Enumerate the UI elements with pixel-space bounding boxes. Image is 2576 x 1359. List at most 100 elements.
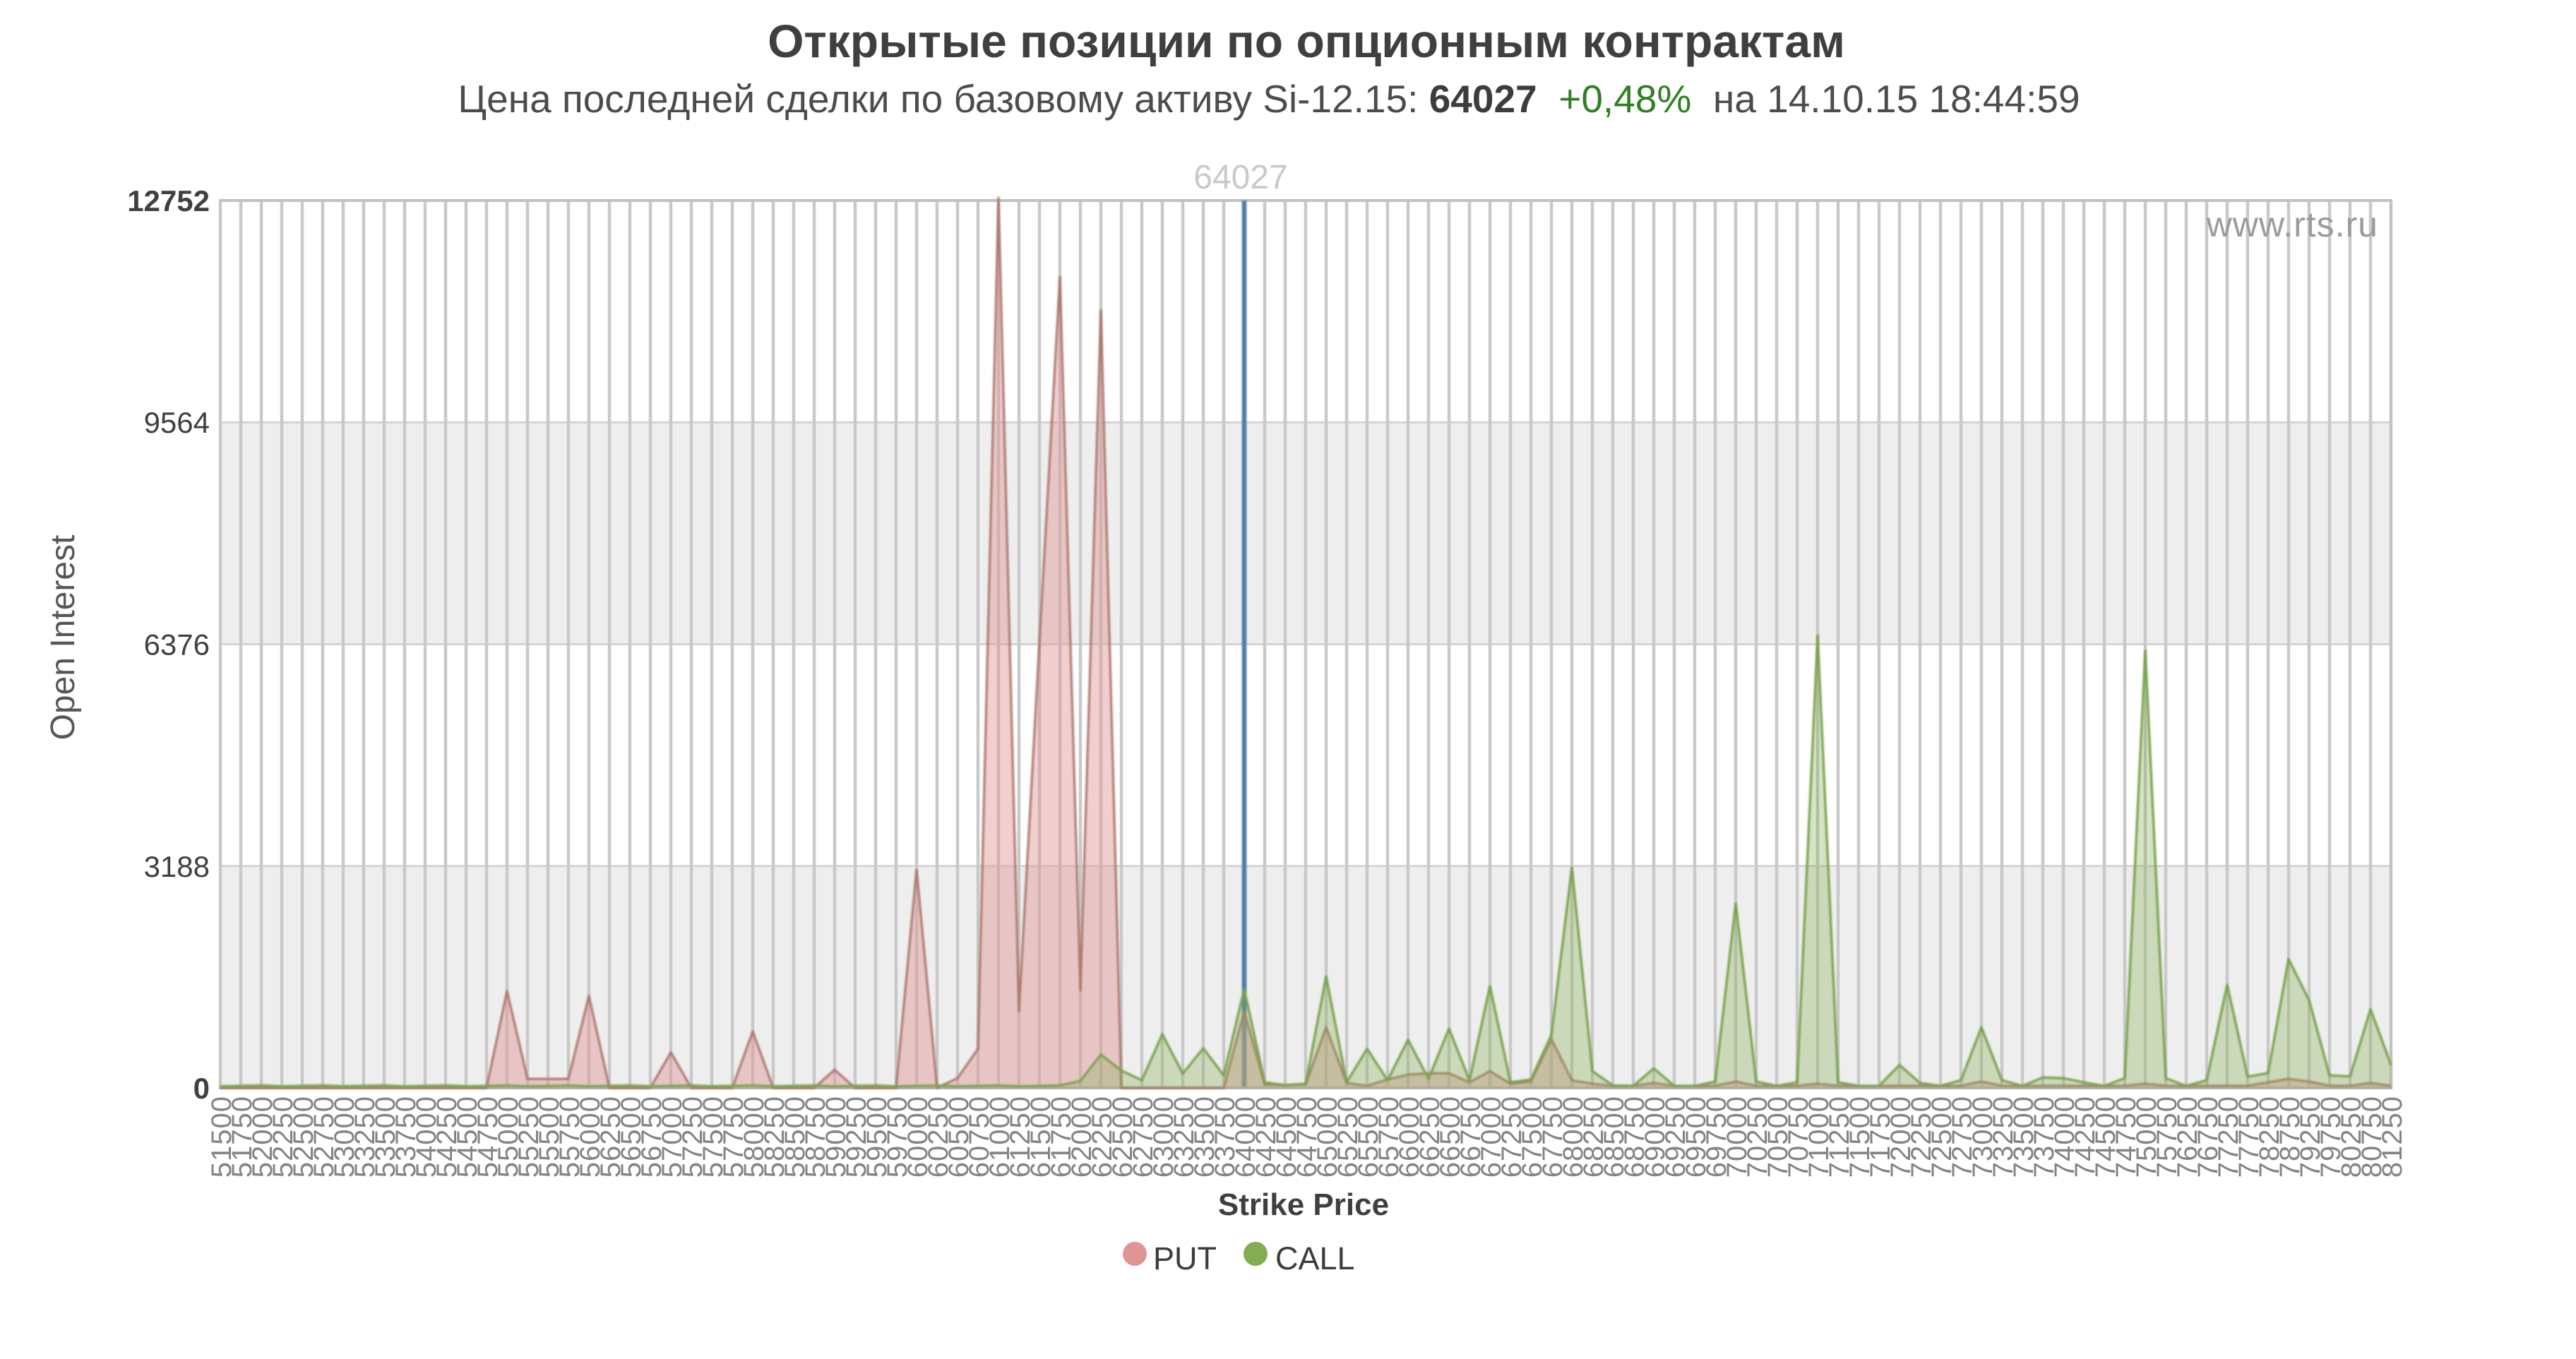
svg-text:58000: 58000	[739, 1096, 770, 1178]
svg-text:68750: 68750	[1619, 1096, 1650, 1178]
svg-text:3188: 3188	[144, 850, 210, 883]
svg-text:55000: 55000	[493, 1096, 524, 1178]
svg-text:52500: 52500	[288, 1096, 319, 1178]
svg-text:74500: 74500	[2090, 1096, 2121, 1178]
svg-text:0: 0	[193, 1072, 210, 1105]
svg-text:58500: 58500	[780, 1096, 811, 1178]
svg-text:77250: 77250	[2213, 1096, 2244, 1178]
svg-text:60250: 60250	[923, 1096, 954, 1178]
svg-text:12752: 12752	[127, 184, 210, 217]
svg-text:78750: 78750	[2274, 1096, 2306, 1178]
svg-text:CALL: CALL	[1275, 1240, 1355, 1276]
svg-text:56500: 56500	[616, 1096, 647, 1178]
svg-text:71250: 71250	[1824, 1096, 1855, 1178]
svg-text:53750: 53750	[390, 1096, 422, 1178]
svg-text:61000: 61000	[984, 1096, 1015, 1178]
svg-text:60750: 60750	[964, 1096, 995, 1178]
svg-text:71750: 71750	[1865, 1096, 1896, 1178]
svg-text:73000: 73000	[1967, 1096, 1998, 1178]
svg-text:57500: 57500	[698, 1096, 729, 1178]
svg-text:57250: 57250	[677, 1096, 708, 1178]
svg-text:64750: 64750	[1292, 1096, 1323, 1178]
svg-text:63750: 63750	[1210, 1096, 1241, 1178]
svg-text:www.rts.ru: www.rts.ru	[2206, 205, 2378, 244]
svg-text:79750: 79750	[2315, 1096, 2347, 1178]
svg-text:65500: 65500	[1353, 1096, 1384, 1178]
svg-text:52250: 52250	[268, 1096, 299, 1178]
svg-text:64500: 64500	[1271, 1096, 1302, 1178]
svg-text:56250: 56250	[595, 1096, 626, 1178]
svg-text:59500: 59500	[861, 1096, 893, 1178]
svg-text:65000: 65000	[1312, 1096, 1343, 1178]
svg-text:59000: 59000	[821, 1096, 852, 1178]
svg-text:81250: 81250	[2377, 1096, 2408, 1178]
svg-text:67000: 67000	[1476, 1096, 1507, 1178]
svg-text:71000: 71000	[1803, 1096, 1835, 1178]
svg-text:53000: 53000	[329, 1096, 360, 1178]
svg-text:65750: 65750	[1373, 1096, 1405, 1178]
svg-text:62750: 62750	[1128, 1096, 1159, 1178]
svg-text:54500: 54500	[452, 1096, 483, 1178]
svg-text:64027: 64027	[1193, 159, 1287, 196]
svg-text:80250: 80250	[2336, 1096, 2367, 1178]
svg-text:56750: 56750	[636, 1096, 667, 1178]
svg-text:74000: 74000	[2049, 1096, 2080, 1178]
svg-text:53250: 53250	[350, 1096, 381, 1178]
svg-text:62000: 62000	[1066, 1096, 1097, 1178]
svg-text:57000: 57000	[657, 1096, 688, 1178]
svg-text:76250: 76250	[2172, 1096, 2203, 1178]
svg-text:56000: 56000	[575, 1096, 606, 1178]
svg-text:62250: 62250	[1087, 1096, 1118, 1178]
svg-text:55500: 55500	[534, 1096, 565, 1178]
svg-text:69750: 69750	[1701, 1096, 1732, 1178]
svg-text:Strike Price: Strike Price	[1218, 1187, 1389, 1222]
svg-text:72750: 72750	[1947, 1096, 1978, 1178]
svg-text:67750: 67750	[1537, 1096, 1568, 1178]
svg-text:69000: 69000	[1640, 1096, 1671, 1178]
svg-text:66250: 66250	[1414, 1096, 1445, 1178]
svg-text:72250: 72250	[1906, 1096, 1937, 1178]
svg-text:74250: 74250	[2070, 1096, 2101, 1178]
svg-text:61750: 61750	[1046, 1096, 1077, 1178]
svg-text:54250: 54250	[431, 1096, 463, 1178]
svg-text:73250: 73250	[1988, 1096, 2019, 1178]
svg-text:51750: 51750	[227, 1096, 258, 1178]
svg-text:60000: 60000	[902, 1096, 934, 1178]
svg-text:72000: 72000	[1885, 1096, 1916, 1178]
svg-text:61500: 61500	[1025, 1096, 1056, 1178]
svg-text:67500: 67500	[1517, 1096, 1548, 1178]
svg-text:57750: 57750	[718, 1096, 749, 1178]
svg-text:78250: 78250	[2254, 1096, 2285, 1178]
svg-text:77750: 77750	[2234, 1096, 2265, 1178]
svg-text:Open Interest: Open Interest	[44, 535, 82, 741]
svg-text:63500: 63500	[1189, 1096, 1220, 1178]
svg-text:58250: 58250	[759, 1096, 790, 1178]
svg-text:68500: 68500	[1599, 1096, 1630, 1178]
svg-text:62500: 62500	[1107, 1096, 1138, 1178]
svg-text:60500: 60500	[943, 1096, 974, 1178]
svg-text:59750: 59750	[882, 1096, 913, 1178]
svg-text:52000: 52000	[247, 1096, 278, 1178]
svg-text:67250: 67250	[1496, 1096, 1527, 1178]
svg-text:79250: 79250	[2295, 1096, 2326, 1178]
svg-text:66750: 66750	[1455, 1096, 1486, 1178]
svg-text:58750: 58750	[800, 1096, 831, 1178]
svg-text:55750: 55750	[554, 1096, 585, 1178]
svg-text:68000: 68000	[1558, 1096, 1589, 1178]
svg-text:72500: 72500	[1926, 1096, 1957, 1178]
svg-text:68250: 68250	[1578, 1096, 1609, 1178]
svg-text:65250: 65250	[1332, 1096, 1364, 1178]
svg-text:59250: 59250	[841, 1096, 872, 1178]
svg-text:PUT: PUT	[1153, 1240, 1217, 1276]
svg-text:52750: 52750	[309, 1096, 340, 1178]
svg-text:70000: 70000	[1722, 1096, 1753, 1178]
svg-text:80750: 80750	[2356, 1096, 2387, 1178]
svg-text:74750: 74750	[2111, 1096, 2142, 1178]
svg-text:54000: 54000	[411, 1096, 442, 1178]
svg-text:75000: 75000	[2131, 1096, 2162, 1178]
svg-text:69250: 69250	[1660, 1096, 1691, 1178]
svg-text:73750: 73750	[2029, 1096, 2060, 1178]
svg-text:66500: 66500	[1435, 1096, 1466, 1178]
svg-text:64250: 64250	[1251, 1096, 1282, 1178]
svg-text:70750: 70750	[1783, 1096, 1814, 1178]
